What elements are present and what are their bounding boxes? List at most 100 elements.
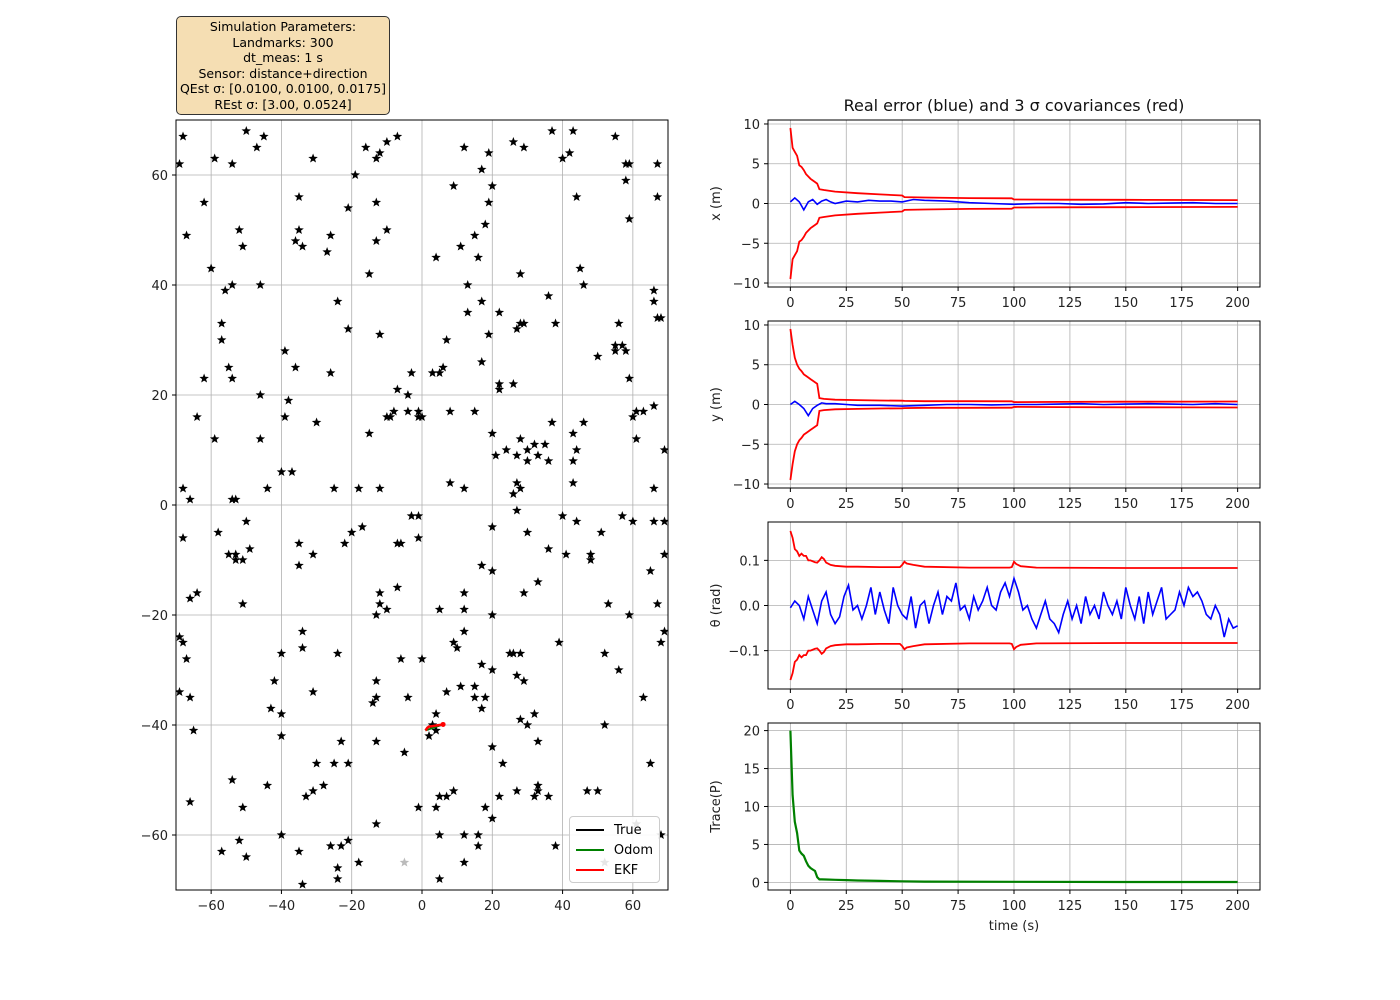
landmark-star xyxy=(392,582,403,592)
landmark-star xyxy=(294,225,304,234)
landmark-star xyxy=(593,351,603,361)
landmark-star xyxy=(459,857,469,867)
landmark-star xyxy=(459,588,469,597)
landmark-star xyxy=(297,241,308,251)
theta_error-ylabel: θ (rad) xyxy=(709,584,724,628)
landmark-star xyxy=(389,406,399,416)
landmark-star xyxy=(318,780,329,790)
landmark-star xyxy=(543,791,554,801)
map-xtick-label-2: −20 xyxy=(338,899,365,914)
map-ytick-label-4: 20 xyxy=(151,389,168,404)
landmark-star xyxy=(624,159,635,168)
landmark-star xyxy=(470,692,480,702)
landmark-star xyxy=(434,874,445,883)
landmark-star xyxy=(628,412,638,421)
landmark-star xyxy=(403,406,413,416)
theta_error-xtick-label-6: 150 xyxy=(1113,698,1138,713)
landmark-star xyxy=(543,544,554,553)
landmark-star xyxy=(371,236,382,245)
landmark-star xyxy=(332,863,343,872)
landmark-star xyxy=(361,142,371,152)
landmark-star xyxy=(452,643,462,652)
landmark-star xyxy=(659,549,668,559)
landmark-star xyxy=(213,527,223,537)
landmark-star xyxy=(234,225,244,234)
landmark-star xyxy=(441,791,452,801)
landmark-star xyxy=(600,648,610,658)
landmark-star xyxy=(550,318,561,328)
landmark-star xyxy=(498,758,508,768)
landmark-star xyxy=(262,483,273,493)
landmark-star xyxy=(529,439,540,449)
landmark-star xyxy=(617,511,628,520)
landmark-star xyxy=(487,610,497,619)
landmark-star xyxy=(519,588,529,597)
x_error-xtick-label-3: 75 xyxy=(950,296,967,311)
landmark-star xyxy=(413,533,424,542)
landmark-star xyxy=(255,280,266,289)
landmark-star xyxy=(652,192,663,201)
landmark-star xyxy=(649,296,659,306)
landmark-star xyxy=(382,604,392,614)
landmark-star xyxy=(568,428,578,438)
x_error-ylabel: x (m) xyxy=(709,186,724,221)
landmark-star xyxy=(487,522,497,531)
landmark-star xyxy=(224,549,234,559)
landmark-star xyxy=(522,445,533,454)
landmark-star xyxy=(557,511,568,520)
x_error-ytick-label-0: −10 xyxy=(733,277,760,292)
landmark-star xyxy=(347,527,357,537)
y_error-xtick-label-6: 150 xyxy=(1113,497,1138,512)
landmark-star xyxy=(297,626,308,636)
map-xtick-label-5: 40 xyxy=(554,899,571,914)
landmark-star xyxy=(301,791,311,801)
landmark-star xyxy=(396,654,406,663)
landmark-star xyxy=(448,786,459,795)
landmark-star xyxy=(297,879,308,889)
landmark-star xyxy=(610,131,620,141)
map-ytick-label-0: −60 xyxy=(141,829,168,844)
error-panel-title: Real error (blue) and 3 σ covariances (r… xyxy=(844,96,1185,115)
landmark-star xyxy=(649,401,659,410)
landmark-star xyxy=(487,566,497,575)
landmark-star xyxy=(515,648,526,658)
landmark-star xyxy=(487,813,497,823)
landmark-star xyxy=(638,406,649,416)
landmark-star xyxy=(557,153,568,163)
map-xtick-label-6: 60 xyxy=(625,899,642,914)
landmark-star xyxy=(628,516,638,526)
landmark-star xyxy=(434,604,445,614)
y_error-ytick-label-3: 5 xyxy=(752,359,760,374)
landmark-star xyxy=(178,637,188,647)
landmark-star xyxy=(487,665,497,674)
landmark-star xyxy=(645,758,656,768)
landmark-star xyxy=(494,379,505,388)
landmark-star xyxy=(308,687,318,696)
y_error-xtick-label-3: 75 xyxy=(950,497,967,512)
landmark-star xyxy=(332,648,343,658)
landmark-star xyxy=(533,450,543,460)
landmark-star xyxy=(455,681,466,691)
theta_error-ytick-label-1: 0.0 xyxy=(739,600,760,615)
landmark-star xyxy=(593,786,603,795)
ekf-path-line xyxy=(424,723,444,732)
landmark-star xyxy=(311,758,322,768)
map-ytick-label-3: 0 xyxy=(160,499,168,514)
landmark-star xyxy=(515,269,526,278)
landmark-star xyxy=(220,285,230,295)
trace_P-ytick-label-3: 15 xyxy=(743,763,760,778)
x_error-xtick-label-6: 150 xyxy=(1113,296,1138,311)
landmark-star xyxy=(206,263,216,273)
landmark-star xyxy=(494,791,505,801)
landmark-star xyxy=(325,230,336,240)
landmark-star xyxy=(294,560,304,570)
landmark-star xyxy=(371,153,382,163)
landmark-star xyxy=(325,841,336,850)
landmark-star xyxy=(512,324,522,333)
theta_error-xtick-label-0: 0 xyxy=(786,698,794,713)
landmark-star xyxy=(649,516,659,526)
trace_P-frame xyxy=(767,722,1261,891)
landmark-star xyxy=(582,786,592,795)
landmark-star xyxy=(578,280,589,289)
